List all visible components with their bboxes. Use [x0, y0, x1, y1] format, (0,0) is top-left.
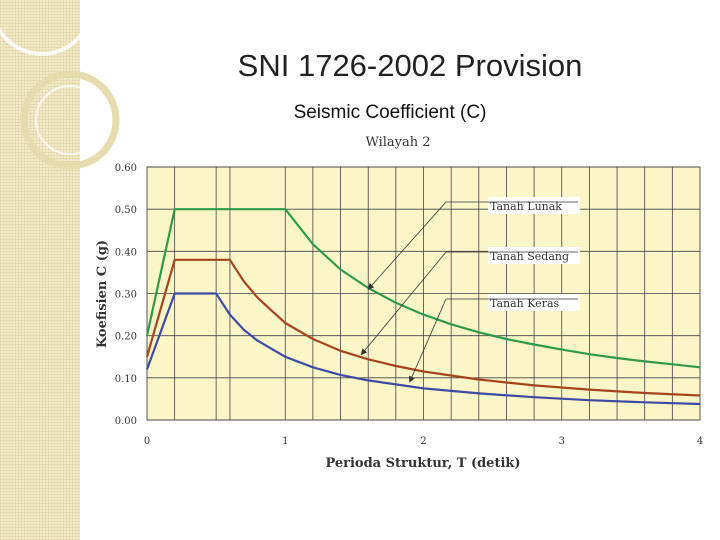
y-tick-label: 0.00 — [115, 416, 137, 427]
x-tick-label: 3 — [559, 436, 565, 447]
decorative-sidebar — [0, 0, 80, 540]
series-line-tanah-keras — [145, 292, 701, 406]
y-tick-label: 0.10 — [115, 374, 137, 385]
x-axis-label: Perioda Struktur, T (detik) — [325, 456, 520, 471]
decorative-circles — [0, 0, 120, 170]
annotation-box — [488, 247, 580, 264]
series-line-tanah-sedang — [145, 258, 701, 397]
y-tick-label: 0.50 — [115, 205, 137, 216]
annotation-label: Tanah Lunak — [490, 200, 562, 213]
annotation-arrow — [408, 298, 447, 383]
annotation-arrow — [367, 201, 447, 290]
x-tick-label: 0 — [144, 436, 150, 447]
y-tick-label: 0.20 — [115, 332, 137, 343]
annotation-arrow — [360, 251, 447, 356]
series-line-tanah-lunak — [145, 208, 701, 369]
annotation-box — [488, 197, 580, 214]
x-tick-label: 1 — [282, 436, 288, 447]
y-axis-label: Koefisien C (g) — [95, 240, 110, 348]
x-tick-label: 4 — [697, 436, 703, 447]
y-tick-label: 0.60 — [115, 163, 137, 174]
x-tick-label: 2 — [420, 436, 426, 447]
slide-title: SNI 1726-2002 Provision — [237, 48, 583, 83]
annotation-label: Tanah Sedang — [490, 250, 569, 263]
y-tick-label: 0.30 — [115, 290, 137, 301]
annotation-label: Tanah Keras — [490, 297, 560, 310]
y-tick-label: 0.40 — [115, 247, 137, 258]
slide-subtitle: Seismic Coefficient (C) — [293, 102, 487, 123]
annotation-box — [488, 294, 580, 311]
chart-title: Wilayah 2 — [365, 135, 430, 150]
